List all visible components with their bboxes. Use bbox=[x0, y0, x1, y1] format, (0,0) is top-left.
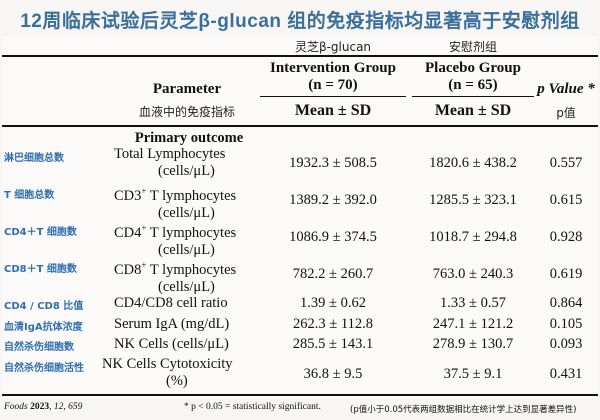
intervention-value: 285.5 ± 143.1 bbox=[292, 336, 374, 352]
param-line2: (cells/μL) bbox=[158, 241, 215, 258]
intervention-value: 1389.2 ± 392.0 bbox=[289, 192, 377, 208]
param-line1-post: T lymphocytes bbox=[146, 261, 237, 278]
row-cn-label: T 细胞总数 bbox=[4, 190, 55, 201]
intervention-title: Intervention Group bbox=[270, 60, 396, 76]
pvalue-cn-header: p值 bbox=[556, 106, 576, 120]
p-value: 0.615 bbox=[549, 192, 583, 208]
placebo-value: 763.0 ± 240.3 bbox=[432, 266, 514, 282]
citation-year: 2023 bbox=[30, 402, 50, 412]
placebo-value: 278.9 ± 130.7 bbox=[432, 336, 514, 352]
citation: Foods 2023, 12, 659 bbox=[4, 402, 82, 412]
placebo-value: 1285.5 ± 323.1 bbox=[429, 192, 517, 208]
placebo-value: 37.5 ± 9.1 bbox=[443, 366, 503, 382]
section-label: Primary outcome bbox=[134, 130, 244, 146]
param-line1-post: T lymphocytes bbox=[146, 224, 237, 241]
placebo-n: (n = 65) bbox=[448, 77, 498, 93]
top-rule bbox=[2, 55, 598, 57]
significance-note: * p < 0.05 = statistically significant. bbox=[184, 402, 321, 412]
data-table: 灵芝β-glucan 安慰剂组 Parameter 血液中的免疫指标 Inter… bbox=[2, 36, 598, 398]
row-parameter: NK Cells Cytotoxicity (%) bbox=[102, 356, 252, 390]
citation-journal: Foods bbox=[4, 402, 28, 412]
param-line1: NK Cells Cytotoxicity bbox=[102, 356, 233, 372]
param-line1-sup: + bbox=[141, 223, 147, 233]
placebo-value: 1820.6 ± 438.2 bbox=[429, 155, 517, 171]
mean-sd-header-2: Mean ± SD bbox=[434, 102, 512, 119]
placebo-cn-label: 安慰剂组 bbox=[448, 40, 497, 54]
param-line2: (cells/μL) bbox=[158, 204, 215, 221]
p-value: 0.557 bbox=[549, 155, 583, 171]
row-parameter: CD4+ T lymphocytes (cells/μL) bbox=[114, 220, 264, 259]
row-cn-label: CD8＋T 细胞数 bbox=[4, 264, 77, 275]
row-cn-label: 自然杀伤细胞数 bbox=[4, 342, 74, 353]
intervention-value: 1932.3 ± 508.5 bbox=[289, 155, 377, 171]
intervention-n: (n = 70) bbox=[308, 77, 358, 93]
placebo-title: Placebo Group bbox=[425, 60, 521, 76]
group-rule-2 bbox=[412, 96, 534, 97]
row-parameter: Total Lymphocytes (cells/μL) bbox=[114, 146, 264, 180]
param-line1-sup: + bbox=[141, 186, 147, 196]
p-value: 0.431 bbox=[549, 366, 583, 382]
row-cn-label: 淋巴细胞总数 bbox=[4, 153, 64, 164]
intervention-header: Intervention Group (n = 70) bbox=[260, 60, 406, 94]
parameter-header: Parameter bbox=[152, 81, 222, 97]
row-cn-label: 血清IgA抗体浓度 bbox=[4, 322, 83, 333]
group-rule-1 bbox=[260, 96, 406, 97]
param-line1-sup: + bbox=[141, 260, 147, 270]
p-value: 0.864 bbox=[549, 295, 583, 311]
param-line1: Total Lymphocytes bbox=[114, 146, 226, 162]
row-parameter: CD8+ T lymphocytes (cells/μL) bbox=[114, 257, 264, 296]
param-line1-pre: CD8 bbox=[114, 261, 142, 278]
param-line2: (cells/μL) bbox=[158, 163, 215, 179]
p-value: 0.928 bbox=[549, 229, 583, 245]
pvalue-header: p Value * bbox=[537, 81, 595, 97]
param-line1-post: T lymphocytes bbox=[146, 187, 237, 204]
row-parameter: NK Cells (cells/μL) bbox=[114, 336, 229, 352]
placebo-value: 247.1 ± 121.2 bbox=[432, 316, 514, 332]
intervention-cn-label: 灵芝β-glucan bbox=[294, 40, 372, 54]
intervention-value: 1.39 ± 0.62 bbox=[300, 295, 366, 311]
parameter-cn-header: 血液中的免疫指标 bbox=[138, 105, 235, 119]
placebo-header: Placebo Group (n = 65) bbox=[412, 60, 534, 94]
row-parameter: Serum IgA (mg/dL) bbox=[114, 316, 230, 332]
intervention-value: 36.8 ± 9.5 bbox=[303, 366, 363, 382]
placebo-value: 1.33 ± 0.57 bbox=[440, 295, 506, 311]
row-cn-label: CD4＋T 细胞数 bbox=[4, 227, 77, 238]
bottom-rule bbox=[2, 394, 598, 396]
row-parameter: CD3+ T lymphocytes (cells/μL) bbox=[114, 183, 264, 222]
p-value: 0.105 bbox=[549, 316, 583, 332]
intervention-value: 262.3 ± 112.8 bbox=[293, 316, 373, 332]
mean-sd-header-1: Mean ± SD bbox=[294, 102, 372, 119]
param-line1-pre: CD3 bbox=[114, 187, 142, 204]
p-value: 0.619 bbox=[549, 266, 583, 282]
p-value: 0.093 bbox=[549, 336, 583, 352]
chart-title: 12周临床试验后灵芝β-glucan 组的免疫指标均显著高于安慰剂组 bbox=[20, 11, 580, 32]
row-cn-label: 自然杀伤细胞活性 bbox=[4, 363, 84, 374]
placebo-value: 1018.7 ± 294.8 bbox=[429, 229, 517, 245]
intervention-value: 1086.9 ± 374.5 bbox=[289, 229, 377, 245]
significance-note-cn: (p值小于0.05代表两组数据相比在统计学上达到显著差异性) bbox=[350, 405, 577, 415]
header-rule bbox=[2, 125, 598, 127]
row-parameter: CD4/CD8 cell ratio bbox=[114, 295, 228, 311]
param-line2: (%) bbox=[166, 373, 188, 389]
intervention-value: 782.2 ± 260.7 bbox=[292, 266, 374, 282]
param-line2: (cells/μL) bbox=[158, 278, 215, 295]
row-cn-label: CD4 / CD8 比值 bbox=[4, 301, 84, 312]
param-line1-pre: CD4 bbox=[114, 224, 142, 241]
citation-rest: , 12, 659 bbox=[49, 402, 83, 412]
